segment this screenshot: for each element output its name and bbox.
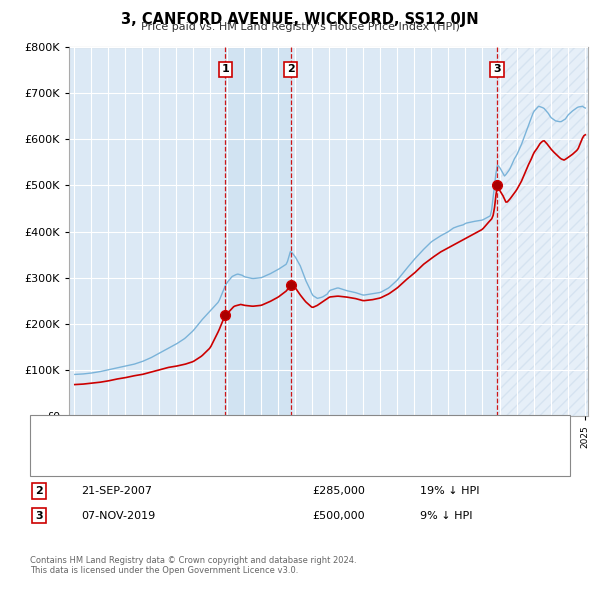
Text: 1: 1	[221, 64, 229, 74]
Text: Price paid vs. HM Land Registry's House Price Index (HPI): Price paid vs. HM Land Registry's House …	[140, 22, 460, 32]
Text: This data is licensed under the Open Government Licence v3.0.: This data is licensed under the Open Gov…	[30, 566, 298, 575]
Text: HPI: Average price, detached house, Basildon: HPI: Average price, detached house, Basi…	[69, 445, 307, 455]
Text: 3: 3	[35, 511, 43, 520]
Bar	[225, 47, 290, 416]
Text: 21-SEP-2007: 21-SEP-2007	[81, 486, 152, 496]
Text: 07-NOV-2019: 07-NOV-2019	[81, 511, 155, 520]
Text: 22% ↓ HPI: 22% ↓ HPI	[420, 461, 479, 471]
Bar	[497, 47, 588, 416]
Text: 17-NOV-2003: 17-NOV-2003	[81, 461, 155, 471]
Text: 3, CANFORD AVENUE, WICKFORD, SS12 0JN (detached house): 3, CANFORD AVENUE, WICKFORD, SS12 0JN (d…	[69, 429, 391, 438]
Text: £285,000: £285,000	[312, 486, 365, 496]
Text: 19% ↓ HPI: 19% ↓ HPI	[420, 486, 479, 496]
Text: 3, CANFORD AVENUE, WICKFORD, SS12 0JN: 3, CANFORD AVENUE, WICKFORD, SS12 0JN	[121, 12, 479, 27]
Text: £219,000: £219,000	[312, 461, 365, 471]
Text: Contains HM Land Registry data © Crown copyright and database right 2024.: Contains HM Land Registry data © Crown c…	[30, 556, 356, 565]
Text: £500,000: £500,000	[312, 511, 365, 520]
Text: 2: 2	[35, 486, 43, 496]
Text: 1: 1	[35, 461, 43, 471]
Text: 9% ↓ HPI: 9% ↓ HPI	[420, 511, 473, 520]
Text: 2: 2	[287, 64, 295, 74]
Text: 3: 3	[493, 64, 501, 74]
